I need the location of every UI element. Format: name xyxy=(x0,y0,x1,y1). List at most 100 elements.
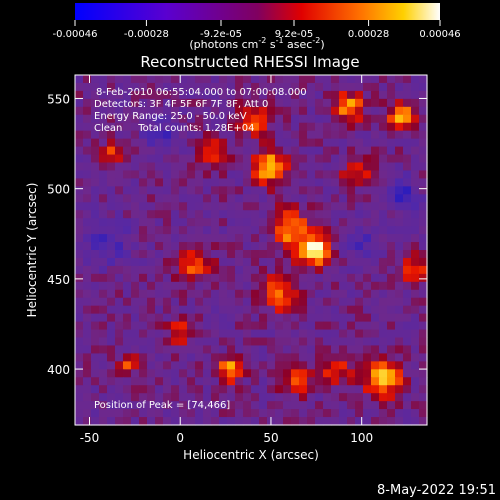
heatmap-cell xyxy=(115,273,124,283)
heatmap-cell xyxy=(283,202,292,211)
heatmap-cell xyxy=(331,250,340,259)
heatmap-cell xyxy=(267,186,276,195)
heatmap-cell xyxy=(379,377,388,386)
heatmap-cell xyxy=(227,313,236,323)
heatmap-cell xyxy=(379,146,388,156)
heatmap-cell xyxy=(283,385,292,394)
heatmap-cell xyxy=(227,194,236,203)
heatmap-cell xyxy=(323,98,332,108)
heatmap-cell xyxy=(203,194,212,203)
heatmap-cell xyxy=(171,162,180,172)
heatmap-cell xyxy=(115,321,124,331)
heatmap-cell xyxy=(403,250,412,259)
heatmap-cell xyxy=(291,202,300,211)
heatmap-cell xyxy=(395,417,404,426)
heatmap-cell xyxy=(259,75,268,84)
x-tick-label: -50 xyxy=(80,431,100,445)
heatmap-cell xyxy=(163,146,172,156)
heatmap-cell xyxy=(379,297,388,307)
heatmap-cell xyxy=(291,178,300,187)
heatmap-cell xyxy=(307,98,316,108)
heatmap-cell xyxy=(315,234,324,243)
heatmap-cell xyxy=(147,257,156,267)
heatmap-cell xyxy=(259,250,268,259)
heatmap-cell xyxy=(147,401,156,410)
heatmap-cell xyxy=(403,82,412,92)
heatmap-cell xyxy=(259,242,268,251)
heatmap-cell xyxy=(371,122,380,132)
heatmap-cell xyxy=(243,337,252,347)
heatmap-cell xyxy=(339,122,348,132)
annotation-detectors: Detectors: 3F 4F 5F 6F 7F 8F, Att 0 xyxy=(94,99,268,110)
heatmap-cell xyxy=(187,82,196,92)
heatmap-cell xyxy=(315,337,324,347)
heatmap-cell xyxy=(355,154,364,164)
heatmap-cell xyxy=(75,194,84,203)
heatmap-cell xyxy=(131,210,140,219)
heatmap-cell xyxy=(355,162,364,172)
heatmap-cell xyxy=(227,337,236,347)
heatmap-cell xyxy=(163,130,172,140)
heatmap-cell xyxy=(403,417,412,426)
heatmap-cell xyxy=(331,361,340,370)
heatmap-cell xyxy=(195,265,204,275)
heatmap-cell xyxy=(283,242,292,251)
heatmap-cell xyxy=(83,393,92,402)
heatmap-cell xyxy=(267,202,276,211)
heatmap-cell xyxy=(99,138,108,148)
heatmap-cell xyxy=(243,265,252,275)
heatmap-cell xyxy=(307,162,316,172)
heatmap-cell xyxy=(371,250,380,259)
heatmap-cell xyxy=(275,210,284,219)
heatmap-cell xyxy=(75,417,84,426)
heatmap-cell xyxy=(83,377,92,386)
heatmap-cell xyxy=(219,265,228,275)
heatmap-cell xyxy=(395,210,404,219)
heatmap-cell xyxy=(243,75,252,84)
heatmap-cell xyxy=(123,242,132,251)
heatmap-cell xyxy=(131,313,140,323)
heatmap-cell xyxy=(339,297,348,307)
heatmap-cell xyxy=(347,265,356,275)
heatmap-cell xyxy=(219,369,228,378)
heatmap-cell xyxy=(179,409,188,418)
heatmap-cell xyxy=(219,393,228,402)
heatmap-cell xyxy=(387,250,396,259)
heatmap-cell xyxy=(187,305,196,315)
heatmap-cell xyxy=(211,75,220,84)
heatmap-cell xyxy=(283,106,292,116)
heatmap-cell xyxy=(323,321,332,331)
heatmap-cell xyxy=(363,178,372,187)
heatmap-cell xyxy=(131,417,140,426)
heatmap-cell xyxy=(163,305,172,315)
heatmap-cell xyxy=(323,265,332,275)
heatmap-cell xyxy=(403,170,412,179)
heatmap-cell xyxy=(355,226,364,235)
heatmap-cell xyxy=(419,337,428,347)
heatmap-cell xyxy=(179,281,188,291)
heatmap-cell xyxy=(307,106,316,116)
heatmap-cell xyxy=(331,138,340,148)
heatmap-cell xyxy=(251,130,260,140)
heatmap-cell xyxy=(147,297,156,307)
heatmap-cell xyxy=(355,138,364,148)
heatmap-cell xyxy=(379,202,388,211)
heatmap-cell xyxy=(371,305,380,315)
heatmap-cell xyxy=(187,242,196,251)
heatmap-cell xyxy=(339,257,348,267)
heatmap-cell xyxy=(363,234,372,243)
heatmap-cell xyxy=(179,186,188,195)
heatmap-cell xyxy=(163,377,172,386)
heatmap-cell xyxy=(283,186,292,195)
heatmap-cell xyxy=(187,393,196,402)
heatmap-cell xyxy=(283,250,292,259)
heatmap-cell xyxy=(387,234,396,243)
heatmap-cell xyxy=(395,130,404,140)
heatmap-cell xyxy=(147,234,156,243)
heatmap-cell xyxy=(155,297,164,307)
heatmap-cell xyxy=(187,186,196,195)
heatmap-cell xyxy=(203,122,212,132)
heatmap-cell xyxy=(107,329,116,339)
heatmap-cell xyxy=(275,146,284,156)
heatmap-cell xyxy=(163,106,172,116)
